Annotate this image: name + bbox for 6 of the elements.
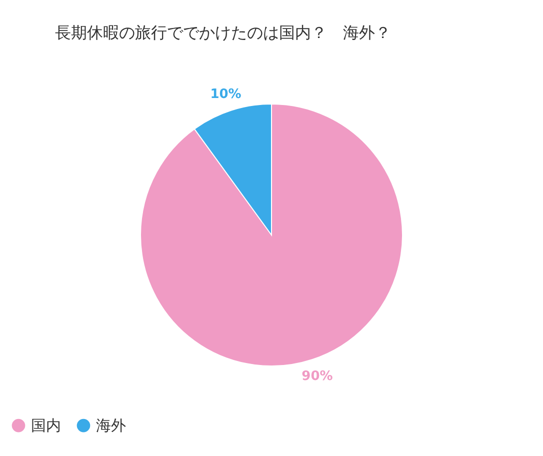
data-label: 10%: [210, 87, 242, 102]
pie-slice: [140, 104, 403, 366]
legend-label: 国内: [31, 416, 61, 435]
chart-title: 長期休暇の旅行ででかけたのは国内？ 海外？: [55, 23, 391, 42]
data-label: 90%: [302, 368, 333, 384]
legend-label: 海外: [96, 416, 126, 435]
